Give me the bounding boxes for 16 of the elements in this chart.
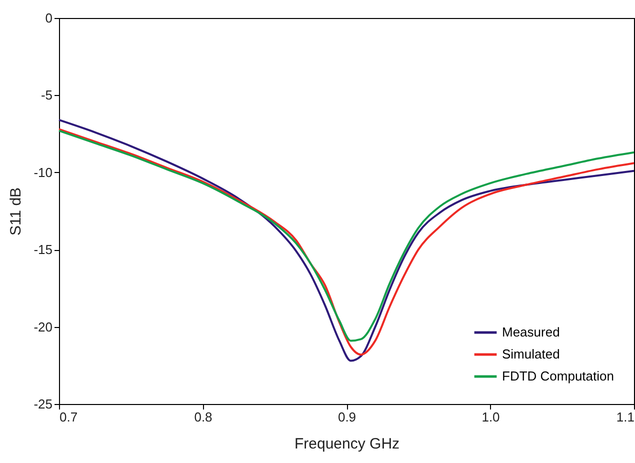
y-axis-title: S11 dB	[8, 187, 25, 236]
x-tick-label: 1.0	[482, 410, 500, 424]
x-tick-label: 0.8	[194, 410, 212, 424]
x-axis-title: Frequency GHz	[294, 436, 400, 452]
y-tick-label: 0	[45, 10, 52, 26]
y-tick-label: -20	[34, 319, 52, 334]
x-tick-label: 0.9	[338, 410, 356, 424]
x-tick-label: 0.7	[60, 410, 78, 424]
legend-label: Simulated	[502, 346, 560, 362]
y-tick-label: -5	[40, 88, 52, 103]
x-tick-label: 1.1	[616, 410, 634, 424]
y-tick-label: -15	[34, 242, 52, 258]
legend-label: FDTD Computation	[502, 368, 614, 384]
y-tick-label: -25	[34, 396, 52, 412]
y-tick-label: -10	[34, 164, 52, 180]
legend-label: Measured	[502, 324, 560, 340]
